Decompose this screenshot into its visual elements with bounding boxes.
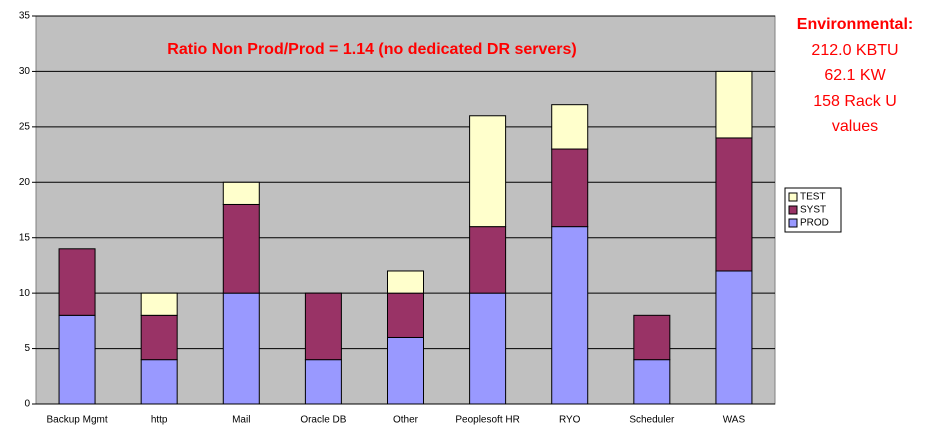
y-tick-label: 25 [19,121,31,132]
side-text: 158 Rack U [813,93,897,110]
bar-segment [469,292,507,405]
x-tick-label: Peoplesoft HR [455,415,519,426]
bar-segment [304,359,342,405]
y-tick-label: 20 [19,177,31,188]
legend-label: PROD [800,218,829,229]
y-tick-label: 10 [19,288,31,299]
legend-label: TEST [800,192,826,203]
legend-swatch [788,192,798,202]
y-tick-label: 5 [24,343,30,354]
bar-segment [222,203,260,294]
bar-segment [633,359,671,405]
side-text: Environmental: [797,16,913,33]
annotation: Ratio Non Prod/Prod = 1.14 (no dedicated… [167,41,576,58]
x-tick-label: RYO [559,415,581,426]
x-tick-label: Other [393,415,419,426]
bar-segment [387,292,424,338]
bar-segment [58,314,96,405]
bar-segment [551,226,589,405]
bar-segment [469,226,507,294]
x-tick-label: Mail [232,415,250,426]
bar-segment [715,137,753,272]
bar-segment [222,292,260,405]
bar-segment [140,292,178,316]
side-text: values [832,118,878,135]
bar-segment [304,292,342,361]
x-tick-label: Oracle DB [300,415,346,426]
legend-label: SYST [800,205,826,216]
bar-segment [387,270,424,294]
y-tick-label: 0 [24,399,30,410]
bar-segment [387,336,424,405]
bar-segment [715,70,753,139]
legend-swatch [788,205,798,215]
bar-segment [715,270,753,405]
y-tick-label: 35 [19,11,31,22]
bar-segment [551,104,589,150]
legend-swatch [788,218,798,228]
x-tick-label: WAS [723,415,746,426]
side-text: 62.1 KW [824,67,886,84]
y-tick-label: 30 [19,66,31,77]
bar-segment [551,148,589,228]
y-tick-label: 15 [19,232,31,243]
side-text: 212.0 KBTU [811,42,898,59]
bar-segment [58,248,96,316]
bar-segment [222,181,260,205]
x-tick-label: http [151,415,168,426]
bar-segment [633,314,671,361]
bar-segment [140,359,178,405]
bar-segment [140,314,178,361]
x-tick-label: Scheduler [629,415,675,426]
bar-segment [469,115,507,228]
x-tick-label: Backup Mgmt [46,415,107,426]
